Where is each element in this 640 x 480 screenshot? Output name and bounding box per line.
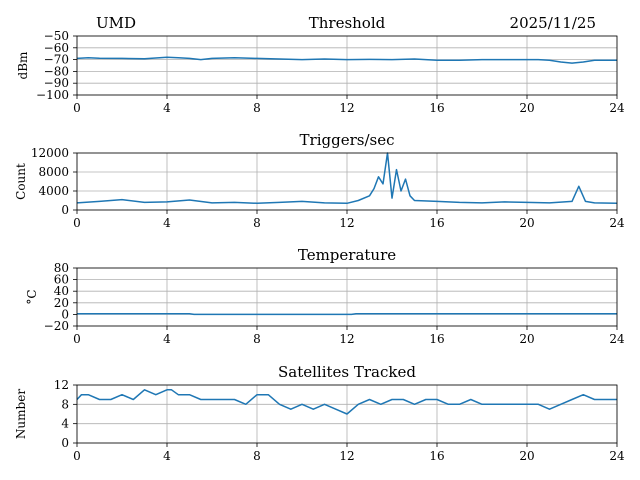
x-tick-label: 8 — [253, 101, 261, 115]
x-tick-label: 24 — [609, 101, 625, 115]
x-tick-label: 0 — [73, 332, 81, 346]
station-label: UMD — [96, 14, 136, 32]
panel-title: Satellites Tracked — [278, 363, 416, 381]
x-tick-label: 20 — [519, 216, 534, 230]
date-label: 2025/11/25 — [510, 14, 596, 32]
panel-4: 0 4 8 12 16 20 24 12 8 4 0 Satellites Tracked Number — [14, 363, 625, 463]
x-tick-label: 8 — [253, 332, 261, 346]
y-tick-label: −70 — [44, 53, 69, 67]
y-tick-label: 0 — [61, 203, 69, 217]
y-tick-label: 60 — [54, 273, 69, 287]
y-tick-label: 80 — [54, 261, 69, 275]
panel-1: 0 4 8 12 16 20 24 −50−60−70−80−90−100 Threshold d… — [16, 14, 625, 115]
x-tick-label: 20 — [519, 101, 534, 115]
x-tick-label: 20 — [519, 332, 534, 346]
y-tick-label: 12000 — [31, 146, 69, 160]
y-axis-label: °C — [25, 289, 39, 304]
x-tick-label: 16 — [429, 332, 444, 346]
series-line — [76, 152, 618, 205]
y-tick-label: −80 — [44, 64, 69, 78]
x-tick-label: 0 — [73, 449, 81, 463]
y-tick-label: 8000 — [38, 165, 69, 179]
y-axis-label: Count — [14, 163, 28, 200]
x-tick-label: 8 — [253, 449, 261, 463]
x-tick-label: 0 — [73, 101, 81, 115]
y-tick-label: 0 — [61, 307, 69, 321]
x-tick-label: 4 — [163, 449, 171, 463]
y-tick-label: −90 — [44, 76, 69, 90]
x-tick-label: 12 — [339, 216, 354, 230]
x-tick-label: 12 — [339, 449, 354, 463]
x-tick-label: 4 — [163, 101, 171, 115]
x-tick-label: 16 — [429, 449, 444, 463]
y-tick-label: 12 — [54, 378, 69, 392]
x-tick-label: 16 — [429, 216, 444, 230]
y-tick-label: 4 — [61, 417, 69, 431]
y-tick-label: −100 — [36, 88, 69, 102]
y-tick-label: 40 — [54, 284, 69, 298]
chart-panels: 0 4 8 12 16 20 24 −50−60−70−80−90−100 Threshold d… — [14, 14, 625, 463]
x-tick-label: 24 — [609, 449, 625, 463]
x-tick-label: 12 — [339, 332, 354, 346]
x-tick-label: 4 — [163, 216, 171, 230]
series-line — [76, 56, 617, 64]
panel-title: Temperature — [298, 246, 396, 264]
x-tick-label: 16 — [429, 101, 444, 115]
y-tick-label: 8 — [61, 397, 69, 411]
y-tick-label: −50 — [44, 29, 69, 43]
y-tick-label: 20 — [54, 296, 69, 310]
x-tick-label: 24 — [609, 216, 625, 230]
panel-title: Threshold — [309, 14, 386, 32]
x-tick-label: 24 — [609, 332, 625, 346]
x-tick-label: 0 — [73, 216, 81, 230]
x-tick-label: 20 — [519, 449, 534, 463]
panel-2: 0 4 8 12 16 20 24 12000 8000 4000 0 Triggers/sec Cou… — [14, 131, 625, 230]
y-tick-label: 0 — [61, 436, 69, 450]
y-axis-label: Number — [14, 389, 28, 439]
series-line — [77, 313, 617, 316]
series-line — [76, 389, 617, 415]
panel-title: Triggers/sec — [300, 131, 395, 149]
x-tick-label: 12 — [339, 101, 354, 115]
x-tick-label: 4 — [163, 332, 171, 346]
y-axis-label: dBm — [16, 51, 30, 80]
y-tick-label: −60 — [44, 41, 69, 55]
x-tick-label: 8 — [253, 216, 261, 230]
y-tick-label: 4000 — [38, 184, 69, 198]
y-tick-label: −20 — [44, 319, 69, 333]
